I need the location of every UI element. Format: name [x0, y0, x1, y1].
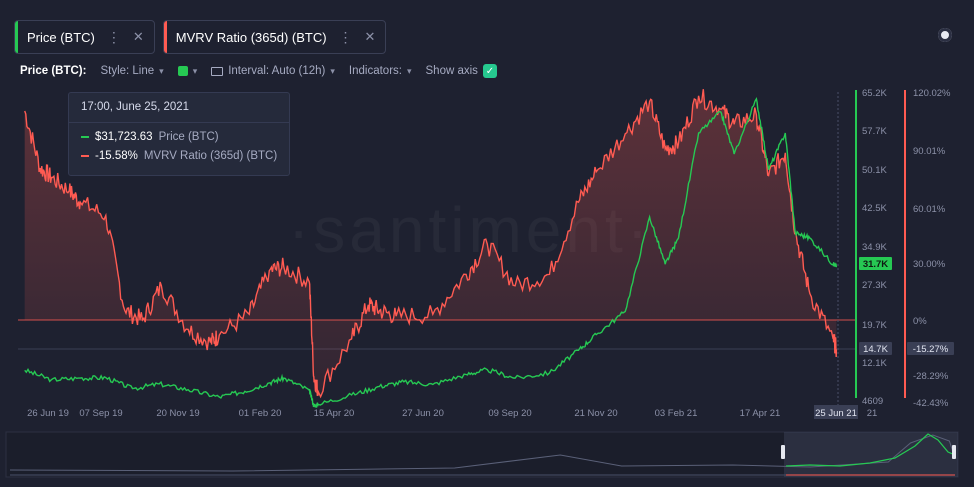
x-tick-label: 01 Feb 20: [239, 408, 282, 419]
price-tick-label: 4609: [862, 396, 883, 407]
x-current-badge: [814, 405, 858, 419]
tab-mvrv-label: MVRV Ratio (365d) (BTC): [175, 29, 327, 45]
price-current-label: 31.7K: [863, 259, 888, 270]
tab-mvrv[interactable]: MVRV Ratio (365d) (BTC) ⋮ ✕: [162, 20, 387, 54]
style-dropdown[interactable]: Style: Line ▾: [100, 65, 163, 77]
mvrv-tick-label: -28.29%: [913, 371, 949, 382]
tooltip-date: 17:00, June 25, 2021: [81, 101, 190, 113]
price-tick-label: 12.1K: [862, 358, 887, 369]
x-tick-label: 27 Jun 20: [402, 408, 444, 419]
interval-dropdown[interactable]: Interval: Auto (12h) ▾: [211, 65, 335, 77]
chevron-down-icon: ▾: [406, 65, 412, 76]
show-axis-label: Show axis: [425, 65, 478, 77]
mvrv-tick-label: 30.00%: [913, 259, 946, 270]
x-tick-label: 17 Apr 21: [740, 408, 781, 419]
indicators-label: Indicators:: [348, 65, 402, 77]
x-tick-label: 09 Sep 20: [488, 408, 531, 419]
price-tick-label: 42.5K: [862, 203, 887, 214]
price-tick-label: 50.1K: [862, 165, 887, 176]
chevron-down-icon: ▾: [330, 65, 335, 76]
price-secondary-label: 14.7K: [863, 344, 888, 355]
tooltip-price-metric: Price (BTC): [158, 131, 219, 143]
mvrv-legend-icon: [81, 155, 89, 157]
style-label: Style: Line: [100, 65, 155, 77]
chevron-down-icon: ▾: [192, 65, 198, 76]
price-tick-label: 34.9K: [862, 242, 887, 253]
chart-tooltip: 17:00, June 25, 2021 $31,723.63 Price (B…: [68, 92, 290, 176]
tooltip-divider: [69, 122, 289, 123]
tooltip-mvrv-metric: MVRV Ratio (365d) (BTC): [143, 150, 278, 162]
tooltip-mvrv-value: -15.58%: [95, 150, 138, 162]
tooltip-price-row: $31,723.63 Price (BTC): [81, 131, 219, 143]
x-tick-label: 21: [867, 408, 878, 419]
price-tick-label: 19.7K: [862, 320, 887, 331]
mvrv-color-bar: [163, 21, 167, 53]
tooltip-mvrv-row: -15.58% MVRV Ratio (365d) (BTC): [81, 150, 277, 162]
tab-price[interactable]: Price (BTC) ⋮ ✕: [14, 20, 155, 54]
navigator-panel[interactable]: [5, 431, 959, 478]
mvrv-tick-label: 60.01%: [913, 204, 946, 215]
mvrv-tick-label: 0%: [913, 316, 927, 327]
metric-label: Price (BTC):: [20, 65, 87, 77]
mvrv-current-label: -15.27%: [913, 344, 949, 355]
mvrv-tick-label: 120.02%: [913, 88, 951, 99]
color-swatch: [177, 66, 188, 76]
metric-tabs: Price (BTC) ⋮ ✕ MVRV Ratio (365d) (BTC) …: [14, 20, 387, 54]
mvrv-tick-label: -42.43%: [913, 398, 949, 409]
price-tick-label: 57.7K: [862, 126, 887, 137]
watermark-logo: ·santiment·: [288, 194, 652, 266]
show-axis-toggle[interactable]: Show axis ✓: [426, 64, 497, 78]
price-secondary-badge: [859, 342, 892, 355]
mvrv-tick-label: 90.01%: [913, 146, 946, 157]
color-dropdown[interactable]: ▾: [177, 65, 198, 77]
more-vertical-icon[interactable]: ⋮: [106, 28, 121, 45]
tab-price-label: Price (BTC): [27, 29, 95, 45]
tooltip-price-value: $31,723.63: [95, 131, 153, 143]
navigator-left-handle[interactable]: [781, 445, 785, 459]
x-tick-label: 20 Nov 19: [156, 408, 199, 419]
record-icon[interactable]: [938, 28, 952, 42]
mvrv-current-badge: [907, 342, 954, 355]
price-tick-label: 27.3K: [862, 280, 887, 291]
checkmark-icon[interactable]: ✓: [482, 64, 497, 78]
navigator-right-handle[interactable]: [952, 445, 956, 459]
interval-label: Interval: Auto (12h): [228, 65, 326, 77]
close-icon[interactable]: ✕: [364, 29, 376, 44]
price-current-badge: [859, 257, 892, 270]
x-tick-label: 25 Jun 21: [815, 408, 857, 419]
more-vertical-icon[interactable]: ⋮: [338, 28, 353, 45]
navigator-window[interactable]: [784, 432, 958, 477]
price-color-bar: [15, 21, 18, 53]
chevron-down-icon: ▾: [159, 65, 164, 76]
x-tick-label: 21 Nov 20: [574, 408, 617, 419]
close-icon[interactable]: ✕: [132, 29, 144, 44]
chart-controls: Price (BTC): Style: Line ▾ ▾ Interval: A…: [20, 62, 497, 80]
x-tick-label: 26 Jun 19: [27, 408, 69, 419]
x-tick-label: 07 Sep 19: [79, 408, 122, 419]
navigator-selected-line: [785, 433, 956, 467]
interval-icon: [211, 66, 224, 76]
x-tick-label: 15 Apr 20: [314, 408, 355, 419]
x-tick-label: 03 Feb 21: [655, 408, 698, 419]
indicators-dropdown[interactable]: Indicators: ▾: [349, 65, 412, 77]
navigator-price-line: [9, 434, 955, 472]
price-tick-label: 65.2K: [862, 88, 887, 99]
price-legend-icon: [81, 136, 89, 138]
